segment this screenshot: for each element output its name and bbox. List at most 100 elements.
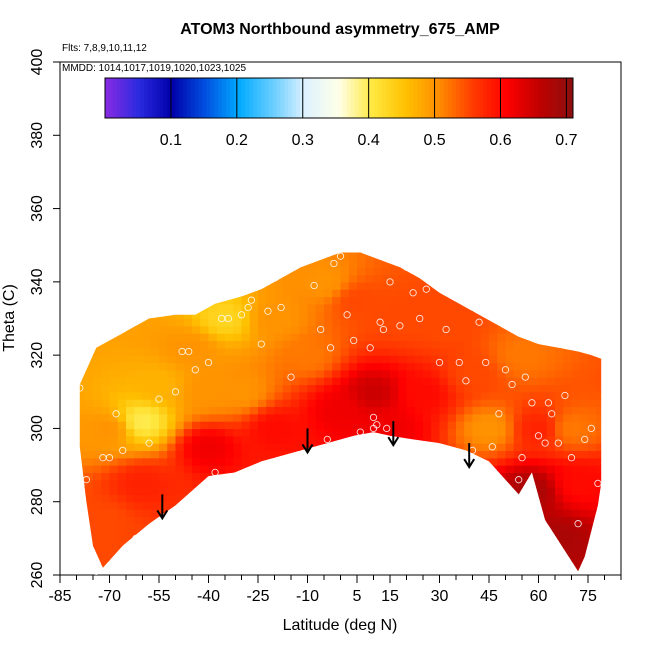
heat-cell [291, 399, 300, 408]
heat-cell [538, 457, 548, 466]
heat-cell [291, 450, 300, 459]
heat-cell [84, 457, 94, 466]
heat-cell [84, 355, 94, 364]
heat-cell [605, 333, 614, 341]
heat-cell [596, 523, 602, 532]
heat-cell [563, 531, 573, 539]
heat-cell [414, 296, 424, 305]
heat-cell [117, 311, 127, 320]
heat-cell [398, 479, 408, 488]
heat-cell [299, 362, 309, 371]
heat-cell [258, 377, 267, 386]
heat-cell [216, 428, 226, 437]
heat-cell [109, 384, 119, 393]
heat-cell [192, 318, 201, 327]
heat-cell [233, 340, 243, 349]
heat-cell [134, 252, 144, 261]
heat-cell [414, 567, 424, 572]
heat-cell [167, 509, 177, 517]
heat-cell [134, 465, 144, 473]
heat-cell [79, 479, 86, 488]
heat-cell [225, 406, 234, 415]
heat-cell [381, 516, 391, 525]
heat-cell [192, 501, 201, 510]
heat-cell [109, 377, 119, 386]
heat-cell [398, 553, 408, 561]
heat-cell [241, 289, 251, 298]
heat-cell [348, 553, 358, 561]
heat-cell [588, 465, 597, 473]
heat-cell [315, 340, 325, 349]
observation-point [567, 454, 576, 462]
heat-cell [472, 384, 482, 393]
heat-cell [249, 553, 259, 561]
heat-cell [200, 450, 210, 459]
heat-cell [126, 443, 135, 452]
heat-cell [513, 560, 523, 569]
heat-cell [348, 494, 358, 503]
heat-cell [274, 318, 284, 327]
heat-cell [464, 509, 474, 517]
heat-cell [555, 523, 564, 532]
heat-cell [117, 267, 127, 276]
heat-cell [200, 289, 210, 298]
x-tick-label: 60 [530, 588, 548, 605]
heat-cell [505, 399, 515, 408]
heat-cell [324, 413, 333, 422]
heat-cell [79, 303, 86, 312]
heat-cell [489, 450, 498, 459]
heat-cell [101, 362, 111, 371]
heat-cell [60, 480, 69, 488]
heat-cell [546, 501, 556, 510]
heat-cell [472, 347, 482, 356]
heat-cell [579, 274, 589, 283]
heat-cell [605, 414, 614, 422]
heat-cell [101, 274, 111, 283]
heat-cell [183, 281, 193, 290]
heat-cell [68, 406, 77, 414]
heat-cell [390, 333, 399, 342]
heat-cell [613, 355, 622, 363]
heat-cell [414, 531, 424, 539]
heat-cell [505, 296, 515, 305]
heat-cell [398, 443, 408, 452]
heat-cell [522, 553, 531, 561]
heat-cell [150, 494, 160, 503]
heat-cell [167, 472, 177, 481]
heat-cell [472, 567, 482, 572]
heat-cell [109, 531, 119, 539]
heat-cell [472, 333, 482, 342]
heat-cell [299, 369, 309, 378]
heat-cell [340, 377, 350, 386]
heat-cell [93, 281, 102, 290]
heat-cell [447, 516, 457, 525]
heat-cell [513, 516, 523, 525]
heat-cell [101, 325, 111, 334]
heat-cell [225, 252, 234, 261]
heat-cell [315, 281, 325, 290]
heat-cell [348, 355, 358, 364]
heat-cell [439, 362, 449, 371]
heat-cell [208, 443, 218, 452]
heat-cell [381, 391, 391, 400]
heat-cell [159, 303, 168, 312]
heat-cell [596, 516, 602, 525]
heat-cell [324, 523, 333, 532]
heat-cell [167, 333, 177, 342]
heat-cell [299, 318, 309, 327]
heat-cell [456, 450, 465, 459]
heat-cell [406, 494, 416, 503]
heat-cell [447, 384, 457, 393]
colorbar-swatch [424, 78, 430, 118]
heat-cell [324, 538, 333, 547]
heat-cell [538, 252, 548, 261]
observation-point [534, 432, 543, 440]
heat-cell [340, 516, 350, 525]
heat-cell [134, 347, 144, 356]
heat-cell [101, 252, 111, 261]
heat-cell [126, 465, 135, 473]
heat-cell [563, 560, 573, 569]
heat-cell [258, 303, 267, 312]
heat-cell [68, 494, 77, 502]
heat-cell [159, 545, 168, 554]
